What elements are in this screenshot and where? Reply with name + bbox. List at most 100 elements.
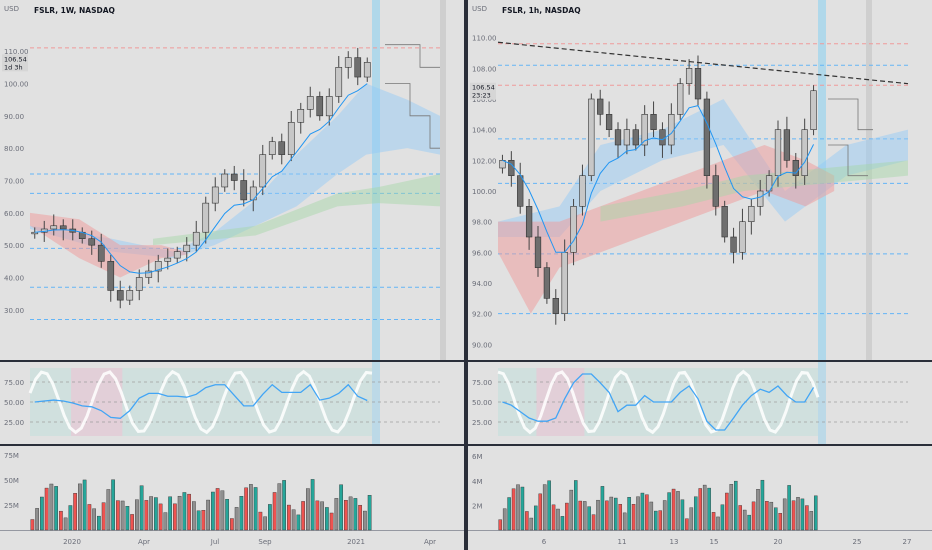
moving-average-line: [34, 83, 368, 274]
volume-bar: [609, 496, 614, 531]
candle-body: [579, 175, 586, 207]
candle-body: [297, 109, 305, 123]
volume-bar: [220, 490, 225, 531]
volume-bar: [547, 480, 551, 531]
candle-body: [145, 270, 153, 278]
chart-panel-hourly[interactable]: 110.00 108.00 106.00 104.00 102.00 100.00 98.0…: [468, 0, 932, 550]
volume-bar: [578, 500, 582, 531]
candle-body: [344, 57, 352, 68]
weekly-chart-svg[interactable]: 110.00 100.00 90.00 80.00 70.00 60.00 50.00 40.…: [0, 0, 464, 550]
hourly-chart-svg[interactable]: 110.00 108.00 106.00 104.00 102.00 100.00 98.0…: [468, 0, 932, 550]
volume-bar: [158, 503, 163, 531]
volume-bar: [144, 500, 149, 531]
volume-bar: [658, 510, 662, 531]
volume-bar: [742, 509, 747, 531]
volume-bar: [116, 500, 120, 531]
time-axis-border: [0, 530, 464, 531]
x-tick-label: Apr: [424, 538, 436, 546]
osc-tick-label: 25.00: [4, 419, 24, 427]
volume-tick-label: 25M: [4, 502, 19, 510]
candle-body: [259, 154, 267, 188]
y-tick-label: 98.00: [472, 219, 492, 227]
projection-line: [385, 83, 440, 149]
volume-bar: [59, 510, 63, 531]
volume-bar: [569, 489, 574, 531]
volume-bar: [529, 517, 534, 531]
volume-bar: [600, 486, 605, 531]
volume-bar: [574, 480, 578, 531]
candle-body: [739, 221, 746, 253]
y-tick-label: 110.00: [4, 48, 29, 56]
volume-bar: [258, 511, 263, 531]
volume-bar: [339, 484, 343, 531]
candle-body: [97, 244, 105, 262]
volume-bar: [582, 501, 587, 531]
y-tick-label: 104.00: [472, 127, 497, 135]
volume-bar: [591, 514, 596, 531]
volume-bar: [106, 489, 111, 531]
volume-bar: [814, 495, 818, 531]
volume-bar: [154, 497, 158, 531]
volume-bar: [30, 519, 35, 531]
candle-body: [249, 186, 257, 201]
volume-bar: [78, 483, 82, 531]
volume-bar: [40, 496, 44, 531]
volume-bar: [716, 516, 720, 531]
candle-body: [306, 96, 314, 110]
chart-panel-weekly[interactable]: 110.00 100.00 90.00 80.00 70.00 60.00 50.00 40.…: [0, 0, 464, 550]
oscillator-line: [34, 383, 368, 419]
currency-label: USD: [472, 5, 487, 13]
candle-body: [335, 67, 343, 97]
volume-bar: [751, 501, 756, 531]
x-tick-label: 6: [542, 538, 547, 546]
candle-body: [721, 206, 728, 238]
volume-bar: [320, 501, 324, 531]
forecast-stripe: [372, 0, 380, 360]
projection-line: [385, 44, 440, 68]
volume-bar: [556, 508, 560, 531]
candle-body: [685, 68, 693, 84]
volume-bar: [676, 491, 680, 531]
candle-body: [623, 129, 631, 146]
price-tag-bg: [470, 82, 496, 100]
candle-body: [278, 141, 286, 155]
candle-body: [316, 96, 324, 117]
volume-bar: [671, 488, 676, 531]
volume-bar: [325, 507, 329, 531]
volume-tick-label: 2M: [472, 502, 483, 510]
osc-tick-label: 25.00: [472, 419, 492, 427]
volume-tick-label: 75M: [4, 452, 19, 460]
y-tick-label: 100.00: [4, 81, 29, 89]
volume-bar: [538, 493, 542, 531]
volume-bar: [796, 497, 800, 531]
candle-body: [107, 261, 115, 291]
volume-bar: [291, 509, 296, 531]
volume-bar: [507, 497, 511, 531]
panel-divider[interactable]: [464, 0, 468, 550]
candle-body: [363, 62, 371, 78]
chart-title: FSLR, 1W, NASDAQ: [34, 6, 115, 15]
oscillator-wave: [497, 369, 820, 435]
volume-bar: [244, 487, 248, 531]
volume-bar: [654, 510, 658, 531]
volume-bar: [135, 499, 139, 531]
volume-bar: [253, 487, 258, 531]
candle-body: [668, 114, 675, 146]
volume-bar: [640, 492, 645, 531]
volume-bar: [778, 513, 782, 531]
volume-bar: [168, 496, 172, 531]
volume-bar: [73, 493, 77, 531]
volume-bar: [230, 518, 234, 531]
future-stripe: [440, 0, 446, 360]
y-tick-label: 96.00: [472, 249, 492, 257]
volume-bar: [49, 483, 54, 531]
volume-bar: [334, 498, 339, 531]
candle-body: [588, 98, 595, 176]
candle-body: [192, 231, 200, 246]
time-axis-border: [468, 530, 932, 531]
y-tick-label: 94.00: [472, 280, 492, 288]
volume-bar: [211, 491, 215, 531]
volume-bar: [680, 499, 685, 531]
y-tick-label: 70.00: [4, 178, 24, 186]
y-tick-label: 80.00: [4, 145, 24, 153]
